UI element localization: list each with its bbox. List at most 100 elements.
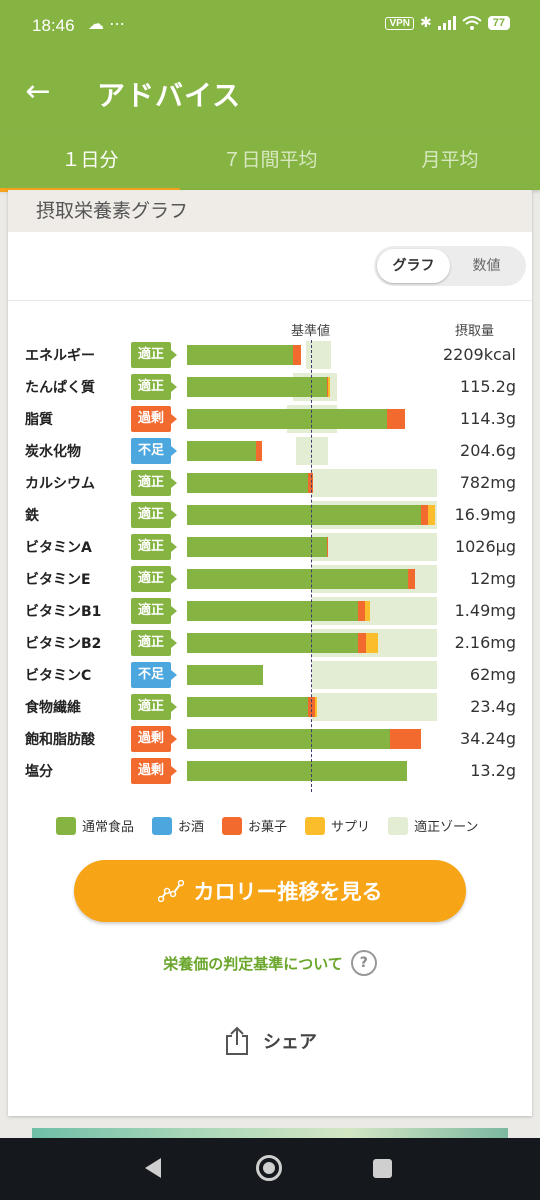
back-arrow-icon[interactable]: ←: [25, 74, 51, 109]
share-icon: [226, 1026, 248, 1055]
baseline-line: [311, 340, 312, 792]
legend-swatch: [56, 816, 76, 835]
legend-label: サプリ: [331, 820, 371, 835]
help-icon[interactable]: ?: [350, 950, 377, 976]
snack-segment: [420, 505, 429, 525]
normal-food-segment: [187, 345, 294, 365]
normal-food-segment: [187, 473, 309, 493]
notification-icons: ☁ ⋯: [88, 14, 126, 33]
app-bar: ← アドバイス: [0, 56, 540, 132]
bar-track: [187, 725, 437, 753]
supplement-segment: [364, 601, 370, 621]
legend-item: 通常食品: [56, 816, 134, 835]
proper-zone-band: [312, 661, 437, 689]
intake-amount: 115.2g: [460, 377, 516, 396]
calorie-trend-label: カロリー推移を見る: [193, 880, 383, 904]
normal-food-segment: [187, 601, 359, 621]
nutrient-row: 鉄 適正 16.9mg: [8, 501, 532, 529]
intake-amount: 16.9mg: [454, 505, 516, 524]
legend-label: お酒: [178, 820, 205, 835]
status-badge: 適正: [131, 598, 177, 624]
calorie-trend-button[interactable]: カロリー推移を見る: [74, 860, 466, 922]
bar-track: [187, 533, 437, 561]
nutrient-row: ビタミンA 適正 1026μg: [8, 533, 532, 561]
supplement-segment: [365, 633, 379, 653]
status-badge: 適正: [131, 534, 177, 560]
snack-segment: [387, 409, 405, 429]
period-tabs: １日分 ７日間平均 月平均: [0, 132, 540, 192]
normal-food-segment: [187, 441, 256, 461]
battery-icon: 77: [487, 16, 510, 30]
bar-track: [187, 373, 437, 401]
intake-amount: 782mg: [459, 473, 516, 492]
proper-zone-band: [305, 341, 331, 369]
status-time: 18:46: [32, 16, 75, 35]
nutrient-row: カルシウム 適正 782mg: [8, 469, 532, 497]
intake-amount: 2.16mg: [454, 633, 516, 652]
nutrient-row: 飽和脂肪酸 過剰 34.24g: [8, 725, 532, 753]
nutrient-name: ビタミンB1: [25, 604, 102, 620]
bar-track: [187, 661, 437, 689]
nutrient-name: たんぱく質: [25, 380, 95, 396]
bar-track: [187, 597, 437, 625]
snack-segment: [408, 569, 415, 589]
legend-item: サプリ: [305, 816, 370, 835]
nutrient-name: 炭水化物: [25, 444, 81, 460]
legend-swatch: [152, 816, 173, 835]
page-title: アドバイス: [97, 79, 242, 112]
tab-one-day[interactable]: １日分: [0, 132, 180, 192]
status-badge: 適正: [131, 630, 177, 656]
normal-food-segment: [187, 697, 309, 717]
status-badge: 適正: [131, 694, 177, 720]
legend-swatch: [388, 816, 409, 835]
nutrient-name: ビタミンE: [25, 572, 91, 588]
snack-segment: [308, 473, 314, 493]
status-badge: 過剰: [131, 726, 177, 752]
intake-amount: 23.4g: [470, 697, 516, 716]
vpn-icon: VPN: [385, 16, 415, 30]
toggle-graph[interactable]: グラフ: [377, 249, 450, 283]
snack-segment: [327, 377, 329, 397]
legend-item: お菓子: [222, 816, 287, 835]
nutrient-row: たんぱく質 適正 115.2g: [8, 373, 532, 401]
normal-food-segment: [187, 729, 390, 749]
nav-back-icon[interactable]: [145, 1158, 161, 1178]
normal-food-segment: [187, 537, 327, 557]
section-title: 摂取栄養素グラフ: [8, 190, 532, 232]
criteria-link[interactable]: 栄養価の判定基準について: [163, 954, 343, 973]
status-badge: 過剰: [131, 406, 177, 432]
bar-track: [187, 405, 437, 433]
status-badge: 適正: [131, 470, 177, 496]
share-button[interactable]: シェア: [8, 1026, 532, 1056]
tab-monthly-average[interactable]: 月平均: [421, 149, 479, 171]
toggle-numeric[interactable]: 数値: [472, 258, 501, 274]
intake-amount: 13.2g: [470, 761, 516, 780]
nav-recent-apps-icon[interactable]: [373, 1159, 392, 1178]
criteria-link-row: 栄養価の判定基準について ?: [8, 950, 532, 976]
intake-amount: 1.49mg: [454, 601, 516, 620]
nutrient-name: ビタミンB2: [25, 636, 102, 652]
nutrient-card: 摂取栄養素グラフ グラフ 数値 基準値 摂取量 エネルギー 適正 2209kcal た…: [8, 190, 532, 1116]
nutrient-name: ビタミンC: [25, 668, 92, 684]
tab-seven-day-average[interactable]: ７日間平均: [222, 149, 318, 171]
divider: [8, 300, 532, 301]
bar-track: [187, 693, 437, 721]
legend-label: 適正ゾーン: [414, 820, 479, 835]
nutrient-row: ビタミンE 適正 12mg: [8, 565, 532, 593]
snack-segment: [358, 601, 365, 621]
legend-label: 通常食品: [82, 820, 135, 835]
nav-home-icon[interactable]: [256, 1155, 282, 1181]
nutrient-name: 飽和脂肪酸: [25, 732, 95, 748]
nutrient-name: 鉄: [25, 508, 39, 524]
intake-amount: 1026μg: [454, 537, 516, 556]
snack-segment: [255, 441, 262, 461]
bar-track: [187, 437, 437, 465]
nutrient-row: 炭水化物 不足 204.6g: [8, 437, 532, 465]
snack-segment: [358, 633, 366, 653]
bar-track: [187, 757, 437, 785]
system-nav-bar: [0, 1138, 540, 1200]
intake-amount: 12mg: [469, 569, 516, 588]
supplement-segment: [314, 697, 317, 717]
normal-food-segment: [187, 377, 327, 397]
bar-track: [187, 469, 437, 497]
